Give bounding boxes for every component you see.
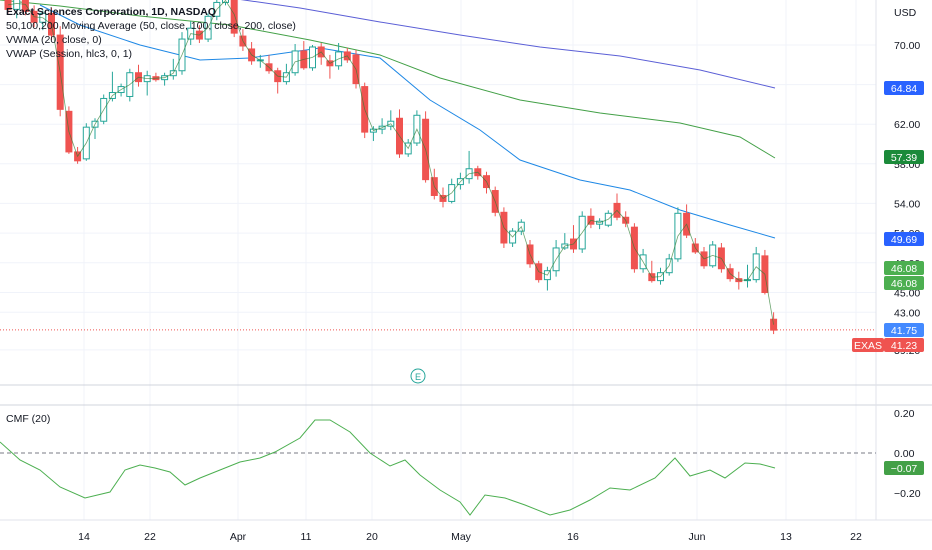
earnings-marker[interactable]: E <box>410 368 426 384</box>
price-badge-bg <box>884 81 924 95</box>
price-badge-text: 41.75 <box>891 325 917 337</box>
earnings-marker-label: E <box>415 372 421 382</box>
time-tick-label: 11 <box>301 531 312 543</box>
legend: Exact Sciences Corporation, 1D, NASDAQ 5… <box>6 5 296 61</box>
price-badge[interactable]: 41.23 <box>884 338 924 352</box>
earnings-marker-circle <box>410 368 426 384</box>
price-tick-label: 70.00 <box>894 40 920 52</box>
ma200-line <box>240 0 776 89</box>
price-badge-bg <box>884 338 924 352</box>
time-tick-label: 20 <box>366 531 378 543</box>
price-badge-bg <box>884 276 924 290</box>
price-badge-bg <box>884 261 924 275</box>
ma100-line <box>0 0 776 159</box>
price-badge-bg <box>884 461 924 475</box>
time-tick-label: May <box>451 531 472 543</box>
price-badge-bg <box>884 150 924 164</box>
price-badge-bg <box>852 338 884 352</box>
price-badge-bg <box>884 232 924 246</box>
price-tick-label: 43.00 <box>894 307 920 319</box>
time-tick-label: Apr <box>230 531 247 543</box>
time-tick-label: 22 <box>144 531 156 543</box>
price-tick-label: 54.00 <box>894 198 920 210</box>
currency-label: USD <box>894 7 917 19</box>
price-badge[interactable]: EXAS <box>852 338 884 352</box>
price-badge[interactable]: 49.69 <box>884 232 924 246</box>
price-badge[interactable]: 46.08 <box>884 276 924 290</box>
candle-body[interactable] <box>770 318 778 331</box>
price-badge-text: 49.69 <box>891 234 917 246</box>
price-badge-text: 46.08 <box>891 278 917 290</box>
price-badge-text: −0.07 <box>891 463 918 475</box>
candle-body[interactable] <box>222 0 229 3</box>
price-badge[interactable]: 41.75 <box>884 323 924 337</box>
cmf-tick-label: −0.20 <box>894 488 921 500</box>
legend-symbol[interactable]: Exact Sciences Corporation, 1D, NASDAQ <box>6 6 217 18</box>
price-tick-label: 45.00 <box>894 288 920 300</box>
time-tick-label: 22 <box>850 531 862 543</box>
legend-vwap[interactable]: VWAP (Session, hlc3, 0, 1) <box>6 48 133 60</box>
price-badge-text: 64.84 <box>891 83 917 95</box>
time-tick-label: 13 <box>780 531 792 543</box>
price-badge-text: 41.23 <box>891 340 917 352</box>
price-badge-bg <box>884 323 924 337</box>
price-badge-text: EXAS <box>854 340 882 352</box>
price-badge[interactable]: 46.08 <box>884 261 924 275</box>
cmf-tick-label: 0.20 <box>894 408 915 420</box>
candle-body[interactable] <box>230 0 238 34</box>
time-tick-label: 14 <box>78 531 90 543</box>
price-badge-text: 57.39 <box>891 152 917 164</box>
legend-vwma[interactable]: VWMA (20, close, 0) <box>6 34 102 46</box>
cmf-line <box>0 419 776 516</box>
legend-ma[interactable]: 50,100,200 Moving Average (50, close, 10… <box>6 20 296 32</box>
time-tick-label: Jun <box>689 531 706 543</box>
ma50-line <box>39 4 776 239</box>
price-tick-label: 62.00 <box>894 119 920 131</box>
cmf-legend[interactable]: CMF (20) <box>6 413 51 425</box>
vwma-line <box>7 0 774 325</box>
price-badge[interactable]: −0.07 <box>884 461 924 475</box>
time-tick-label: 16 <box>567 531 579 543</box>
price-badge[interactable]: 64.84 <box>884 81 924 95</box>
price-badge[interactable]: 57.39 <box>884 150 924 164</box>
price-badge-text: 46.08 <box>891 263 917 275</box>
cmf-tick-label: 0.00 <box>894 448 915 460</box>
